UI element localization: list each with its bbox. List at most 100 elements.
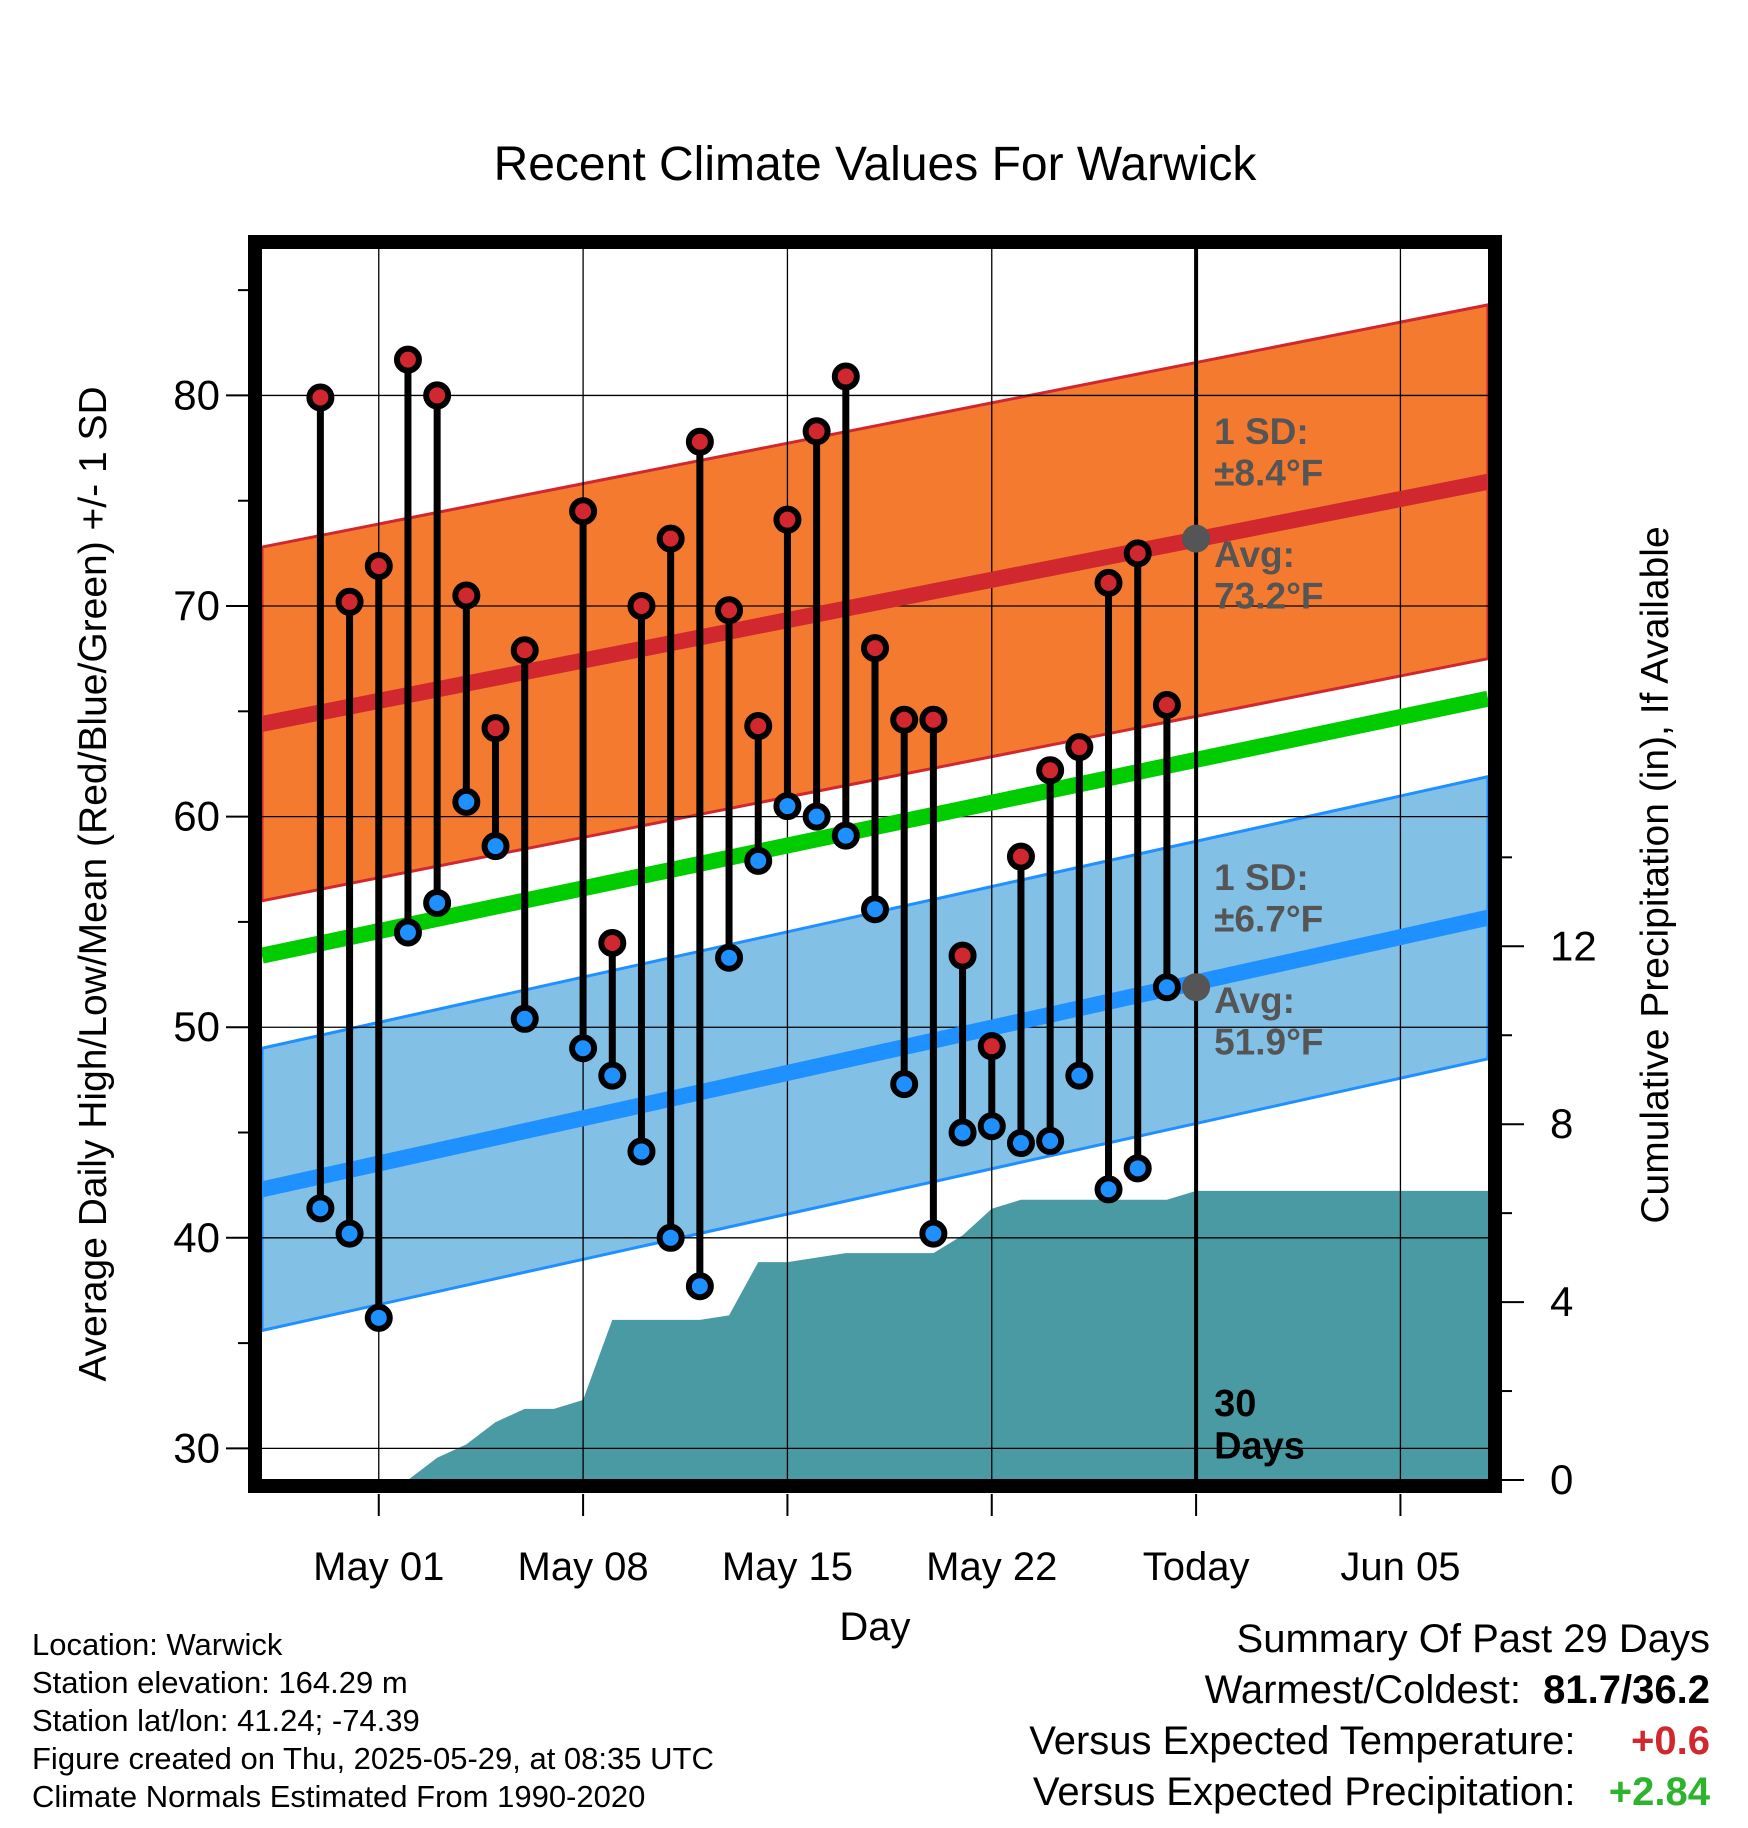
low-point (1036, 1126, 1065, 1155)
high-avg-annotation: Avg: 73.2°F (1214, 534, 1323, 616)
low-point (773, 792, 802, 821)
y-tick-label: 70 (173, 582, 220, 629)
low-point (831, 821, 860, 850)
y-tick-label: 60 (173, 793, 220, 840)
low-point (685, 1272, 714, 1301)
normals-text: Climate Normals Estimated From 1990-2020 (32, 1779, 646, 1814)
x-axis-label: Day (839, 1605, 910, 1649)
high-point (773, 505, 802, 534)
low-point (335, 1219, 364, 1248)
low-point (452, 787, 481, 816)
high-point (569, 497, 598, 526)
summary-panel: Summary Of Past 29 Days Warmest/Coldest:… (1029, 1614, 1710, 1818)
low-point (948, 1118, 977, 1147)
low-point (364, 1303, 393, 1332)
high-point (452, 581, 481, 610)
low-point (627, 1137, 656, 1166)
y2-tick-label: 0 (1550, 1456, 1573, 1503)
high-sd-annotation: 1 SD: ±8.4°F (1214, 411, 1323, 493)
low-point (510, 1004, 539, 1033)
low-avg-annotation: Avg: 51.9°F (1214, 980, 1323, 1062)
high-point (977, 1032, 1006, 1061)
x-tick-label: Jun 05 (1340, 1545, 1460, 1589)
precip-label: Versus Expected Precipitation: (1032, 1770, 1576, 1814)
high-point (1123, 539, 1152, 568)
today-label: 30 Days (1214, 1383, 1305, 1468)
high-point (1152, 690, 1181, 719)
x-tick-label: May 22 (926, 1545, 1057, 1589)
created-text: Figure created on Thu, 2025-05-29, at 08… (32, 1741, 714, 1776)
latlon-text: Station lat/lon: 41.24; -74.39 (32, 1703, 420, 1738)
low-avg-marker (1182, 973, 1211, 1002)
high-point (656, 524, 685, 553)
high-point (423, 381, 452, 410)
low-point (1123, 1154, 1152, 1183)
high-point (598, 928, 627, 957)
y2-tick-label: 12 (1550, 922, 1597, 969)
high-point (890, 705, 919, 734)
low-point (890, 1070, 919, 1099)
low-point (1094, 1175, 1123, 1204)
y-tick-label: 80 (173, 371, 220, 418)
high-point (715, 596, 744, 625)
high-point (306, 383, 335, 412)
low-point (423, 888, 452, 917)
high-point (335, 587, 364, 616)
x-tick-label: Today (1143, 1545, 1250, 1589)
low-normal-line (260, 909, 1490, 1198)
x-tick-label: May 08 (518, 1545, 649, 1589)
low-point (393, 918, 422, 947)
summary-warm-cold: Warmest/Coldest: 81.7/36.2 (1029, 1665, 1710, 1716)
high-point (744, 712, 773, 741)
high-point (364, 552, 393, 581)
high-point (510, 636, 539, 665)
low-point (1006, 1129, 1035, 1158)
low-point (569, 1034, 598, 1063)
temp-label: Versus Expected Temperature: (1029, 1719, 1576, 1763)
high-point (481, 714, 510, 743)
x-tick-label: May 15 (722, 1545, 853, 1589)
low-point (802, 802, 831, 831)
summary-heading: Summary Of Past 29 Days (1236, 1617, 1710, 1661)
high-point (1006, 842, 1035, 871)
y-axis-label: Average Daily High/Low/Mean (Red/Blue/Gr… (72, 386, 115, 1381)
y2-tick-label: 4 (1550, 1278, 1573, 1325)
summary-precip: Versus Expected Precipitation: +2.84 (1029, 1767, 1710, 1818)
low-sd-annotation: 1 SD: ±6.7°F (1214, 857, 1323, 939)
y-tick-label: 40 (173, 1214, 220, 1261)
high-point (685, 427, 714, 456)
low-point (744, 846, 773, 875)
summary-temp: Versus Expected Temperature: +0.6 (1029, 1716, 1710, 1767)
chart-title: Recent Climate Values For Warwick (494, 138, 1258, 191)
high-point (831, 362, 860, 391)
precip-value: +2.84 (1608, 1770, 1710, 1814)
low-point (919, 1219, 948, 1248)
elevation-text: Station elevation: 164.29 m (32, 1665, 408, 1700)
precip-area (407, 1190, 1488, 1480)
high-point (948, 941, 977, 970)
y-tick-label: 30 (173, 1424, 220, 1471)
x-tick-label: May 01 (313, 1545, 444, 1589)
high-point (1065, 733, 1094, 762)
high-point (861, 634, 889, 663)
warm-cold-label: Warmest/Coldest: (1204, 1668, 1521, 1712)
warm-cold-value: 81.7/36.2 (1543, 1668, 1710, 1712)
high-point (627, 592, 656, 621)
y2-axis-label: Cumulative Precipitation (in), If Availa… (1634, 526, 1677, 1223)
high-point (919, 705, 948, 734)
low-point (306, 1194, 335, 1223)
location-text: Location: Warwick (32, 1627, 283, 1662)
plot-frame (248, 235, 1502, 1493)
y2-tick-label: 8 (1550, 1100, 1573, 1147)
high-point (393, 345, 422, 374)
low-point (1065, 1061, 1094, 1090)
high-point (802, 417, 831, 446)
low-point (715, 943, 744, 972)
low-point (481, 832, 510, 861)
high-point (1036, 756, 1065, 785)
station-info: Location: Warwick Station elevation: 164… (32, 1626, 714, 1816)
y-tick-label: 50 (173, 1003, 220, 1050)
low-point (977, 1112, 1006, 1141)
high-avg-marker (1182, 524, 1211, 553)
